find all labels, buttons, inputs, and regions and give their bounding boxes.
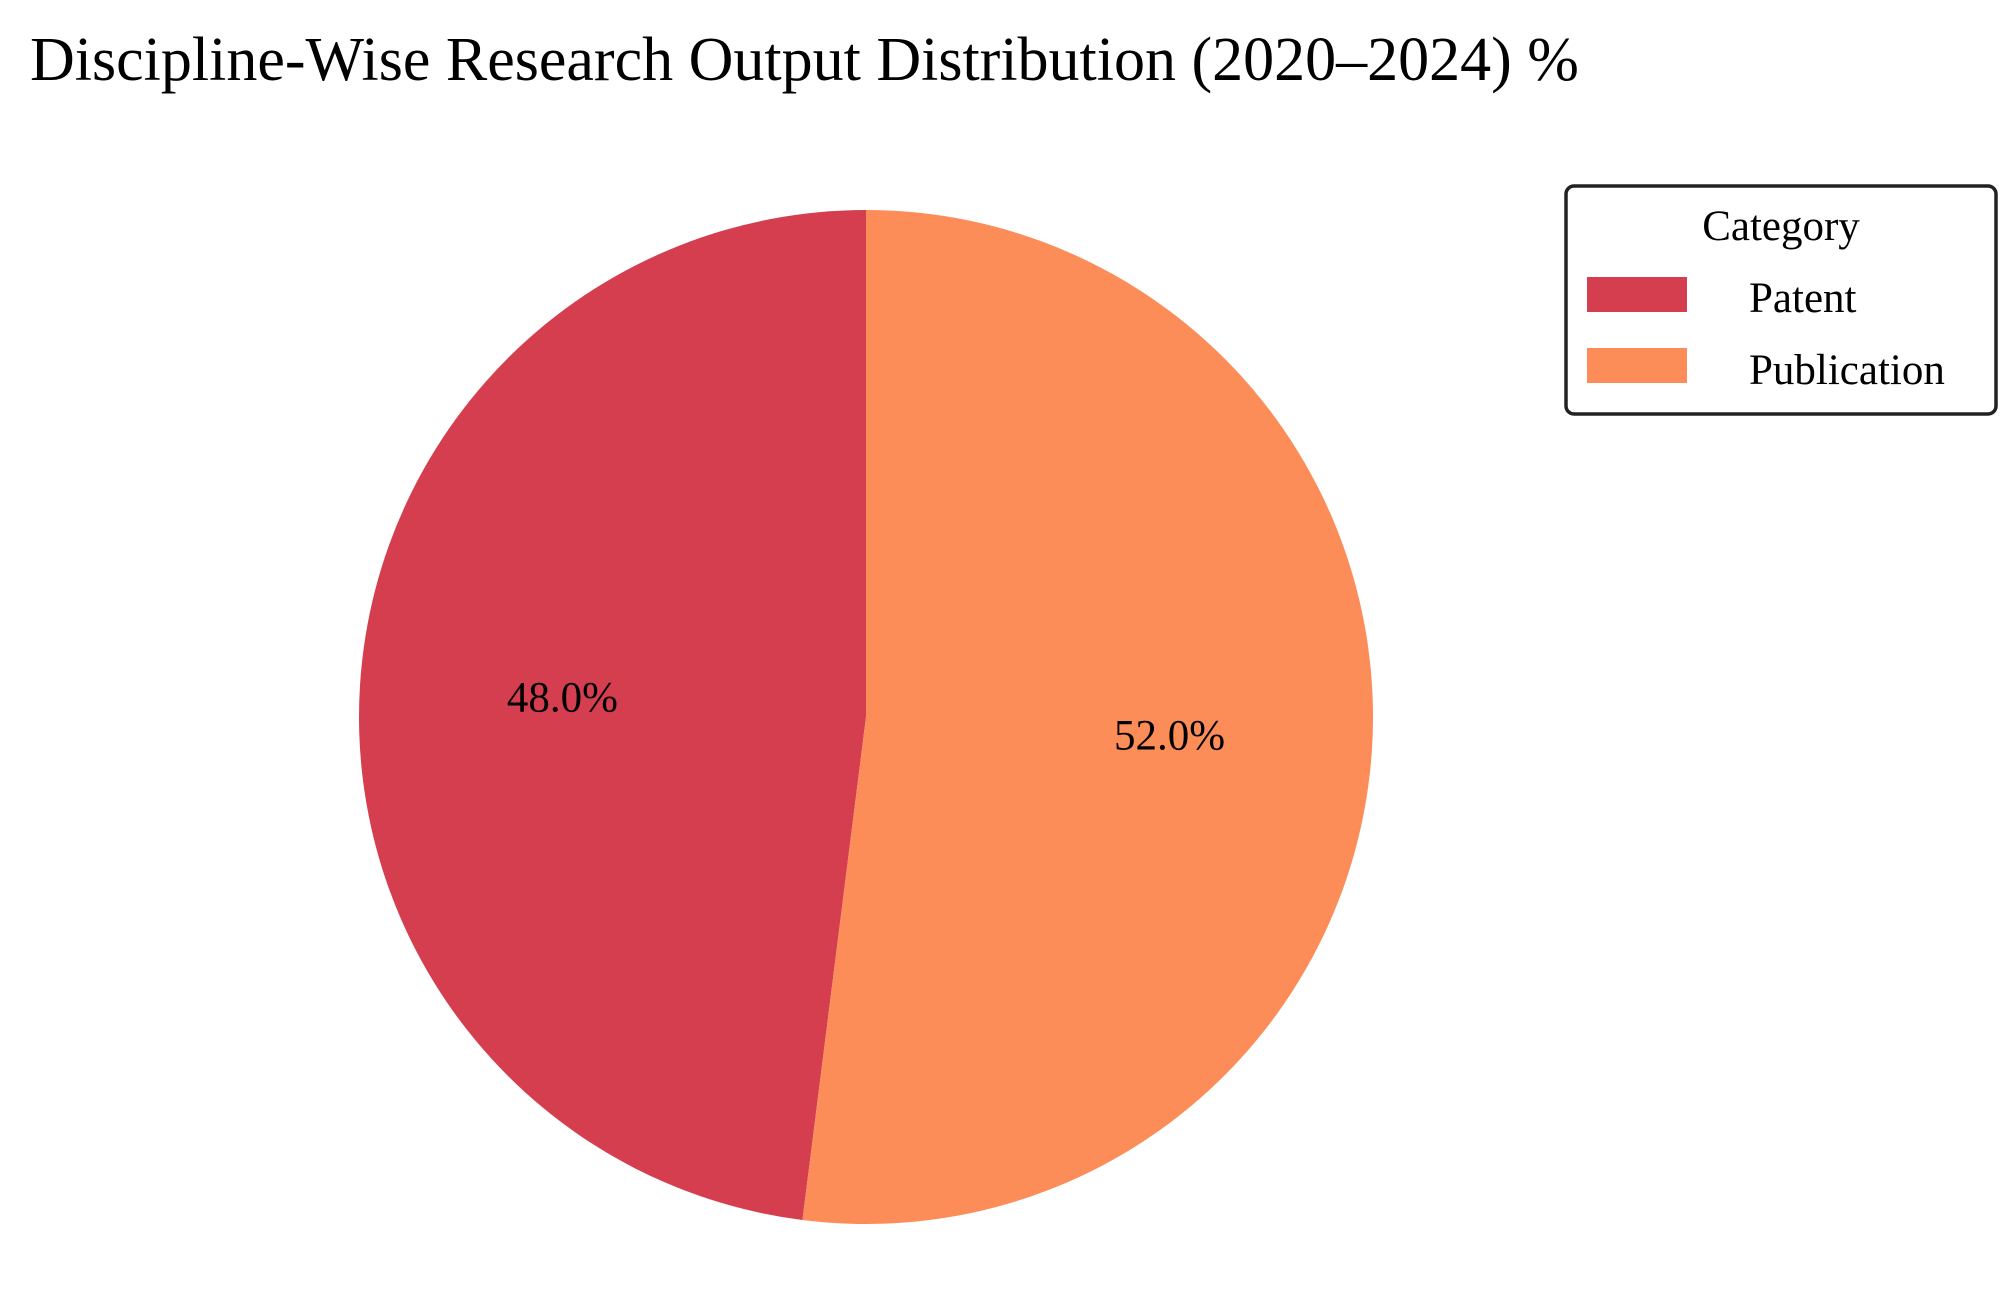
chart-title: Discipline-Wise Research Output Distribu…: [30, 26, 1579, 94]
pie-slice-labels: 48.0% 52.0%: [507, 674, 1225, 759]
pie-slice-patent: [358, 210, 866, 1221]
slice-label-patent: 48.0%: [507, 674, 618, 721]
legend: Category Patent Publication: [1564, 184, 1998, 416]
pie-slices: [358, 210, 1373, 1224]
legend-swatch-publication: [1587, 348, 1687, 383]
slice-label-publication: 52.0%: [1114, 713, 1225, 760]
legend-label-publication: Publication: [1749, 347, 1945, 394]
legend-swatch-patent: [1587, 277, 1687, 312]
pie-slice-publication: [802, 210, 1373, 1224]
legend-label-patent: Patent: [1749, 275, 1857, 322]
legend-title: Category: [1702, 203, 1860, 250]
